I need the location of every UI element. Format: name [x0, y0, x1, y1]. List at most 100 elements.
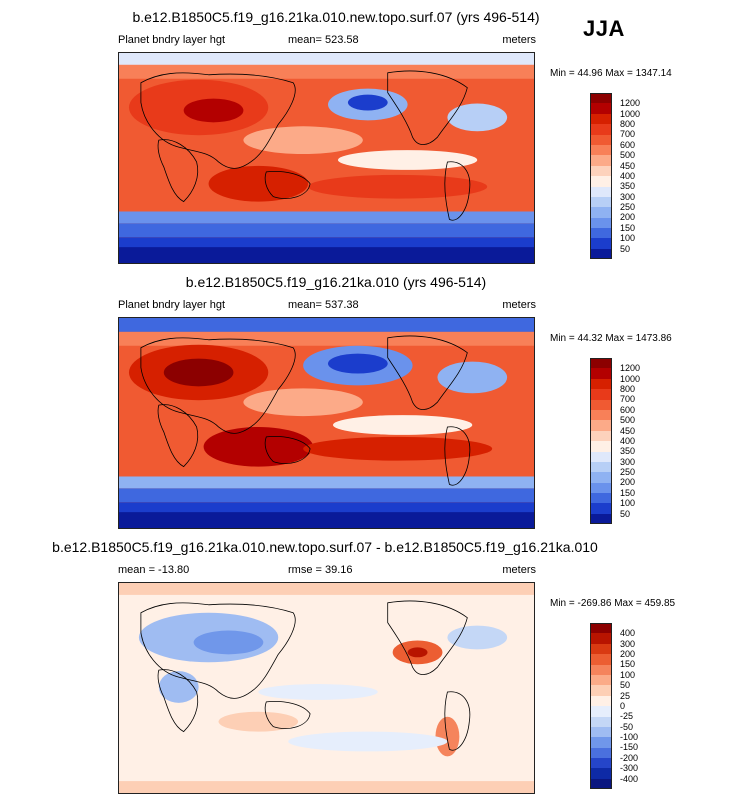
colorbar-swatch — [590, 389, 612, 400]
colorbar-tick-label: 300 — [620, 456, 636, 467]
colorbar-swatch — [590, 207, 612, 218]
colorbar-tick-label: 400 — [620, 170, 636, 181]
colorbar-swatch — [590, 513, 612, 525]
colorbar-tick-label: 600 — [620, 404, 636, 415]
colorbar-tick-label: 50 — [620, 243, 631, 254]
colorbar-tick-label: 1000 — [620, 108, 641, 119]
colorbar-tick-label: 300 — [620, 638, 636, 649]
colorbar-tick-label: 500 — [620, 415, 636, 426]
map-field — [119, 583, 534, 793]
colorbar-tick-label: 800 — [620, 383, 636, 394]
map-field — [119, 318, 534, 528]
colorbar-swatch — [590, 623, 612, 634]
colorbar-swatch — [590, 378, 612, 390]
colorbar — [590, 623, 612, 790]
colorbar-tick-label: 450 — [620, 425, 636, 436]
colorbar-labels: 1200 1000 800 700 600 500 450 400 350 300 250 200 15… — [620, 358, 640, 519]
colorbar-tick-label: 400 — [620, 628, 636, 639]
colorbar-tick-label: -300 — [620, 763, 639, 774]
colorbar-swatch — [590, 768, 612, 779]
mean-label: mean= 523.58 — [288, 34, 359, 46]
season-label: JJA — [583, 16, 625, 41]
colorbar-tick-label: 1200 — [620, 363, 641, 374]
colorbar-swatch — [590, 472, 612, 483]
colorbar-tick-label: 700 — [620, 129, 636, 140]
colorbar-swatch — [590, 248, 612, 260]
colorbar-swatch — [590, 685, 612, 696]
colorbar-swatch — [590, 176, 612, 187]
colorbar-swatch — [590, 451, 612, 462]
colorbar-swatch — [590, 399, 612, 410]
rmse-label: rmse = 39.16 — [288, 564, 353, 576]
colorbar-swatch — [590, 165, 612, 177]
panel-title: b.e12.B1850C5.f19_g16.21ka.010.new.topo.… — [52, 539, 598, 555]
colorbar-swatch — [590, 124, 612, 135]
map-panel — [118, 582, 535, 794]
colorbar-tick-label: 300 — [620, 191, 636, 202]
colorbar-swatch — [590, 238, 612, 249]
colorbar-tick-label: 700 — [620, 394, 636, 405]
colorbar-tick-label: 100 — [620, 498, 636, 509]
colorbar-tick-label: 250 — [620, 467, 636, 478]
minmax-label: Min = 44.96 Max = 1347.14 — [550, 68, 672, 79]
mean-label: mean = -13.80 — [118, 564, 190, 576]
colorbar-swatch — [590, 726, 612, 738]
colorbar-tick-label: 50 — [620, 508, 631, 519]
colorbar-swatch — [590, 674, 612, 686]
colorbar-tick-label: 500 — [620, 150, 636, 161]
panel-title: b.e12.B1850C5.f19_g16.21ka.010 (yrs 496-… — [185, 274, 487, 290]
units-label: meters — [502, 299, 536, 311]
colorbar-swatch — [590, 430, 612, 442]
colorbar-tick-label: 50 — [620, 680, 631, 691]
colorbar-tick-label: -50 — [620, 721, 634, 732]
map-panel — [118, 52, 535, 264]
colorbar-swatch — [590, 778, 612, 790]
colorbar-tick-label: 1000 — [620, 373, 641, 384]
colorbar-swatch — [590, 654, 612, 665]
colorbar-swatch — [590, 737, 612, 748]
colorbar-swatch — [590, 664, 612, 675]
minmax-label: Min = -269.86 Max = 459.85 — [550, 598, 676, 609]
variable-label: Planet bndry layer hgt — [118, 34, 226, 46]
colorbar-tick-label: -200 — [620, 752, 639, 763]
colorbar-tick-label: 600 — [620, 139, 636, 150]
colorbar-swatch — [590, 93, 612, 104]
colorbar-swatch — [590, 695, 612, 707]
colorbar-swatch — [590, 186, 612, 197]
colorbar-swatch — [590, 196, 612, 208]
colorbar-swatch — [590, 103, 612, 114]
colorbar-swatch — [590, 758, 612, 769]
colorbar-swatch — [590, 368, 612, 379]
colorbar-tick-label: -150 — [620, 742, 639, 753]
colorbar-tick-label: -100 — [620, 732, 639, 743]
colorbar-swatch — [590, 633, 612, 644]
colorbar-tick-label: 200 — [620, 212, 636, 223]
colorbar-swatch — [590, 441, 612, 452]
colorbar-tick-label: 800 — [620, 118, 636, 129]
colorbar-swatch — [590, 358, 612, 369]
units-label: meters — [502, 34, 536, 46]
colorbar-tick-label: 150 — [620, 487, 636, 498]
colorbar-swatch — [590, 113, 612, 125]
map-panel — [118, 317, 535, 529]
colorbar-tick-label: 25 — [620, 690, 631, 701]
colorbar-tick-label: -400 — [620, 773, 639, 784]
panel-title: b.e12.B1850C5.f19_g16.21ka.010.new.topo.… — [132, 9, 540, 25]
colorbar-swatch — [590, 482, 612, 494]
panel-difference: b.e12.B1850C5.f19_g16.21ka.010.new.topo.… — [0, 530, 732, 794]
colorbar-tick-label: 250 — [620, 202, 636, 213]
minmax-label: Min = 44.32 Max = 1473.86 — [550, 333, 672, 344]
colorbar-tick-label: 350 — [620, 446, 636, 457]
map-field — [119, 53, 534, 263]
colorbar-tick-label: 400 — [620, 435, 636, 446]
colorbar-swatch — [590, 155, 612, 166]
colorbar-swatch — [590, 503, 612, 514]
colorbar — [590, 358, 612, 525]
panel-control: b.e12.B1850C5.f19_g16.21ka.010 (yrs 496-… — [0, 265, 732, 529]
mean-label: mean= 537.38 — [288, 299, 359, 311]
colorbar-swatch — [590, 217, 612, 229]
colorbar-tick-label: 200 — [620, 648, 636, 659]
colorbar-labels: 1200 1000 800 700 600 500 450 400 350 300 250 200 15… — [620, 93, 640, 254]
colorbar-tick-label: 1200 — [620, 98, 641, 109]
colorbar-tick-label: 150 — [620, 659, 636, 670]
